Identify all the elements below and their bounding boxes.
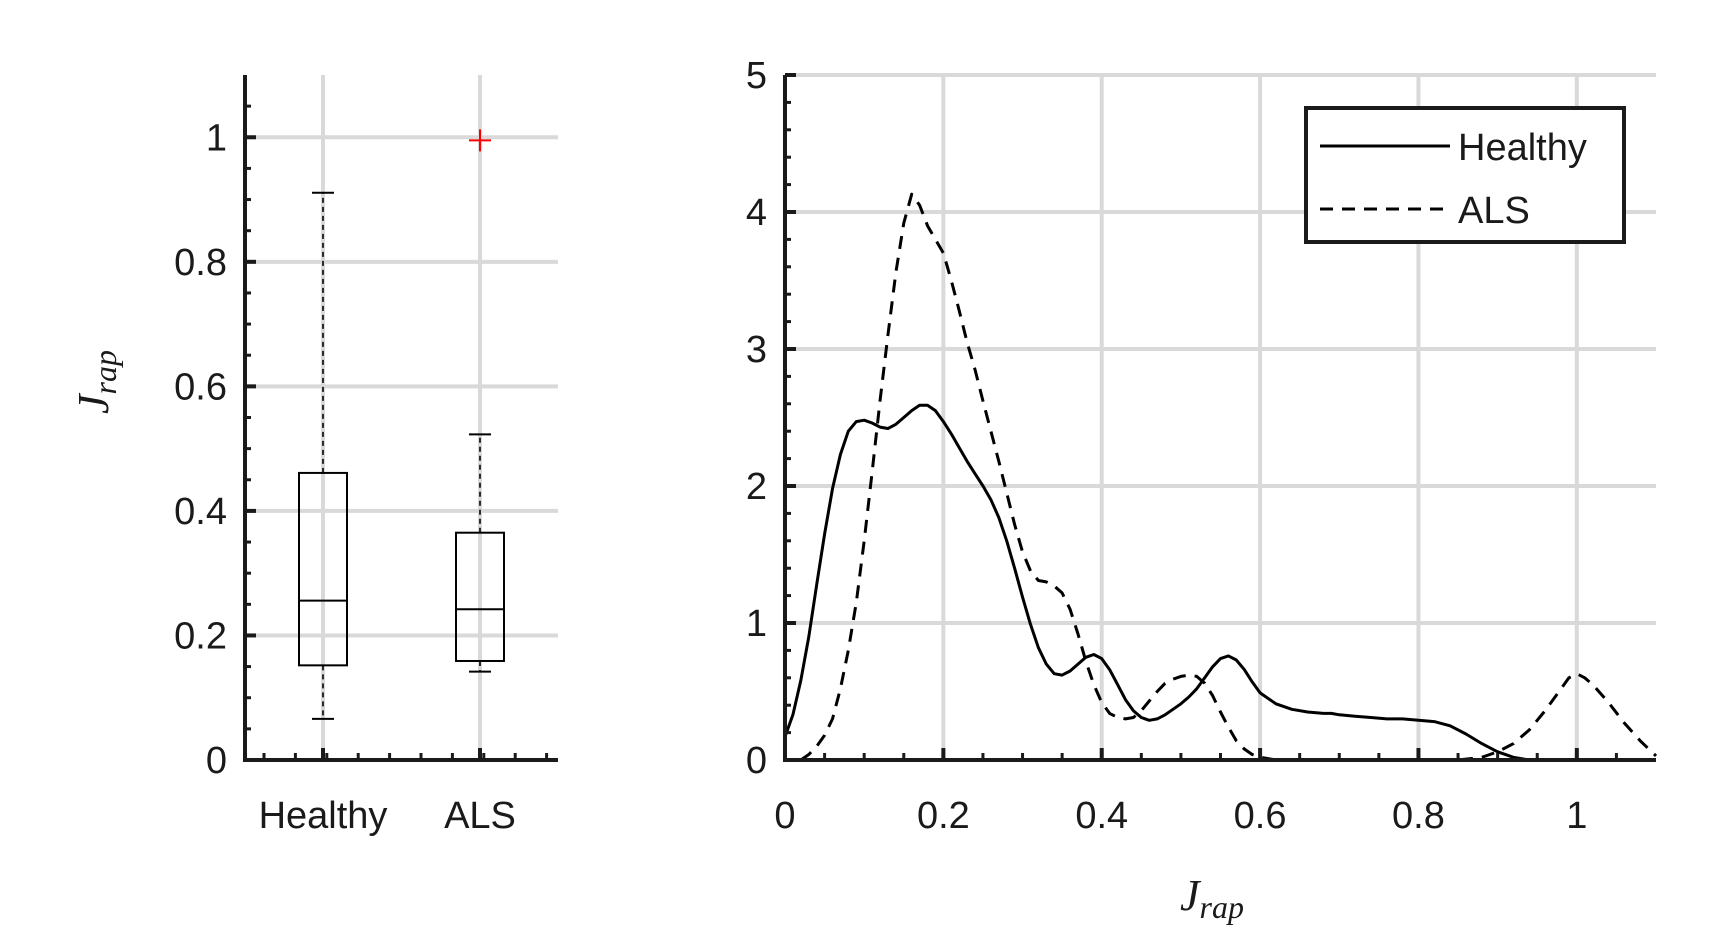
boxplot-y-tick-label: 0 [206, 740, 227, 782]
boxplot-grid [245, 75, 558, 760]
density-y-tick-label: 2 [746, 466, 767, 508]
density-x-tick-label: 0.6 [1234, 795, 1287, 837]
density-y-tick-label: 0 [746, 740, 767, 782]
boxplot-marks [299, 129, 504, 719]
boxplot-y-axis-title: Jrap [69, 350, 123, 414]
density-y-tick-label: 3 [746, 329, 767, 371]
boxplot-y-tick-label: 0.8 [174, 242, 227, 284]
boxplot-y-tick-label: 0.4 [174, 491, 227, 533]
boxplot-y-tick-label: 0.6 [174, 366, 227, 408]
density-plot-lines [785, 194, 1656, 760]
boxplot-axes: 0 0.2 0.4 0.6 0.8 1 Healthy ALS [174, 75, 558, 837]
density-y-tick-label: 4 [746, 192, 767, 234]
density-plot-x-axis-title: Jrap [1180, 871, 1244, 925]
density-x-tick-label: 0.2 [917, 795, 970, 837]
legend-label-als: ALS [1458, 190, 1530, 232]
density-x-tick-label: 0.4 [1075, 795, 1128, 837]
boxplot-y-tick-label: 1 [206, 117, 227, 159]
density-line-als [801, 194, 1656, 760]
density-y-tick-label: 1 [746, 603, 767, 645]
boxplot-x-tick-label: ALS [444, 795, 516, 837]
density-line-healthy [785, 405, 1656, 760]
boxplot-y-tick-label: 0.2 [174, 615, 227, 657]
legend-label-healthy: Healthy [1458, 127, 1587, 169]
density-y-tick-label: 5 [746, 55, 767, 97]
boxplot-y-axis-title-subscript: rap [87, 350, 123, 394]
density-x-tick-label: 0.8 [1392, 795, 1445, 837]
density-x-tick-label: 0 [774, 795, 795, 837]
density-x-tick-label: 1 [1566, 795, 1587, 837]
legend: Healthy ALS [1306, 108, 1624, 242]
density-plot-x-axis-title-subscript: rap [1200, 889, 1244, 925]
boxplot-x-tick-label: Healthy [259, 795, 388, 837]
